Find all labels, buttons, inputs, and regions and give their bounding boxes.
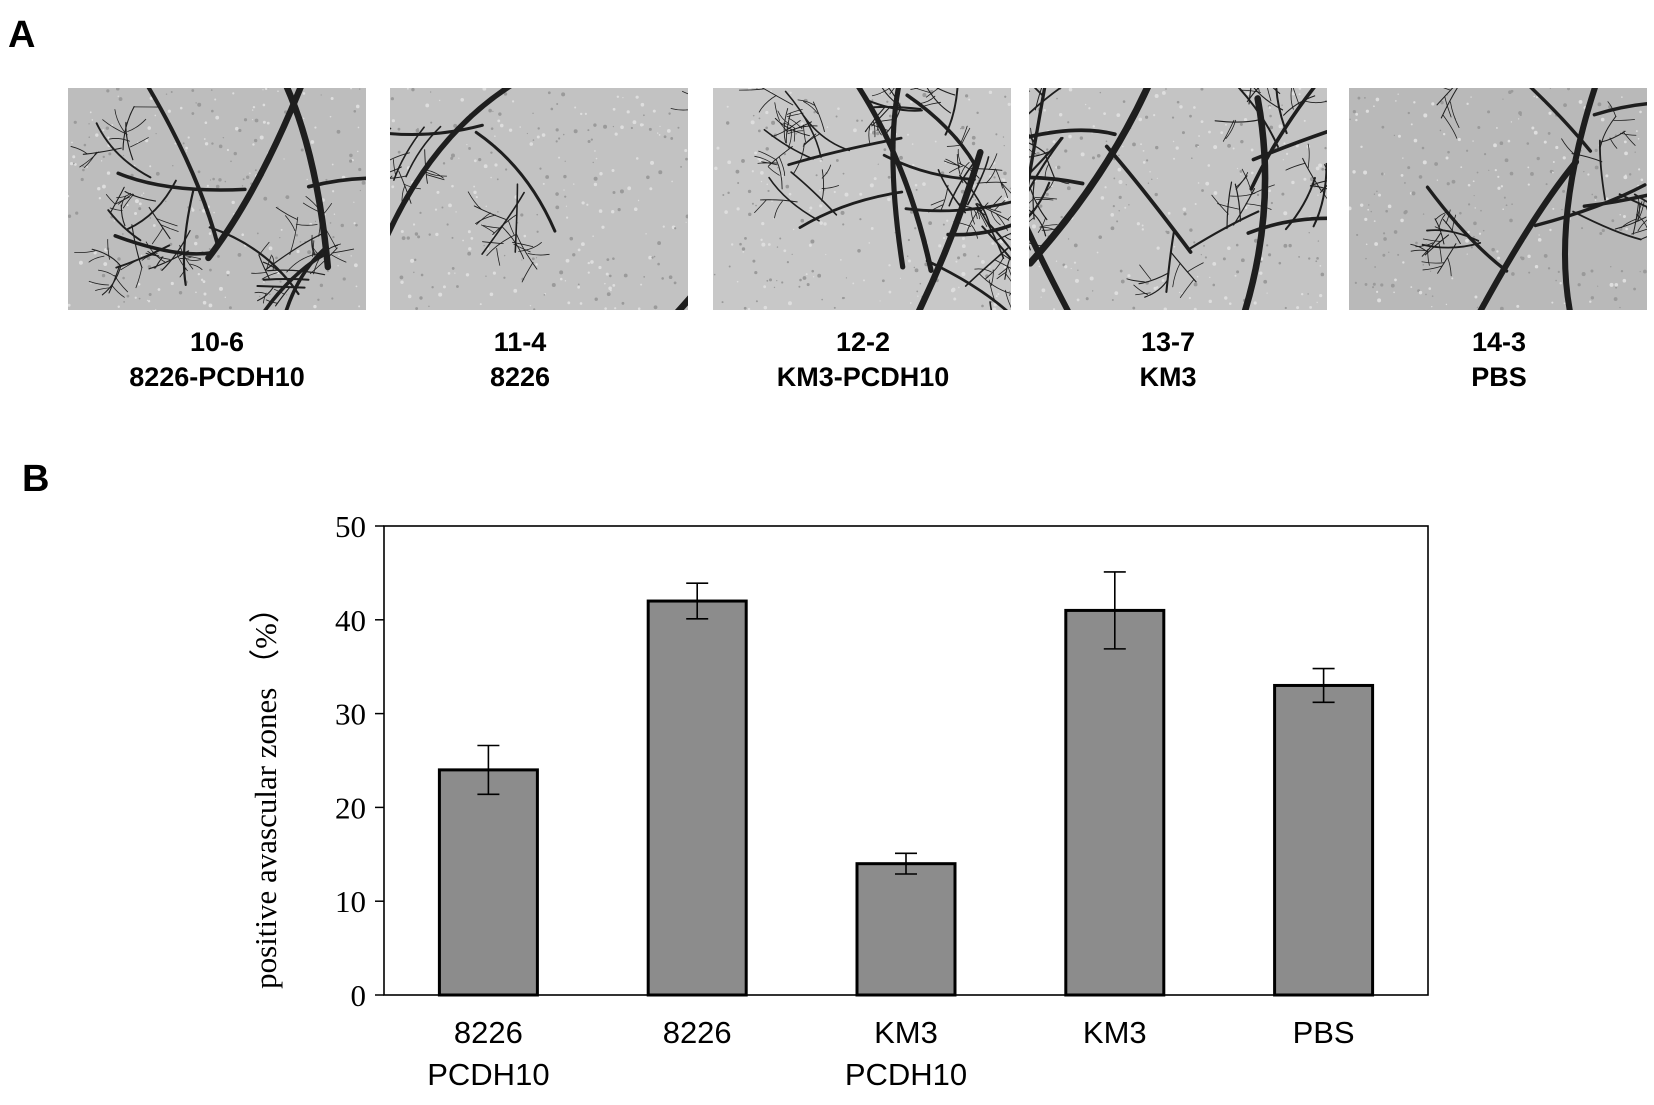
y-tick-label: 30 — [335, 697, 366, 732]
y-tick-label: 50 — [335, 509, 366, 544]
y-axis-label: positive avascular zones （%） — [248, 592, 283, 989]
x-tick-label: 8226 PCDH10 — [427, 1015, 549, 1092]
cam-image-1 — [68, 88, 366, 310]
image-caption-3: 12-2 KM3-PCDH10 — [713, 325, 1013, 395]
y-tick-label: 10 — [335, 884, 366, 919]
image-code-5: 14-3 — [1471, 327, 1527, 357]
panel-b-label: B — [22, 458, 50, 500]
image-group-4: KM3 — [1139, 362, 1197, 392]
image-caption-2: 11-4 8226 — [370, 325, 670, 395]
x-tick-label: KM3 PCDH10 — [845, 1015, 967, 1092]
image-caption-1: 10-6 8226-PCDH10 — [67, 325, 367, 395]
image-group-3: KM3-PCDH10 — [776, 362, 950, 392]
image-code-4: 13-7 — [1140, 327, 1196, 357]
cam-image-2 — [390, 88, 688, 310]
y-tick-label: 0 — [351, 978, 367, 1013]
image-code-3: 12-2 — [835, 327, 891, 357]
cam-image-4 — [1029, 88, 1327, 310]
image-code-1: 10-6 — [189, 327, 245, 357]
panel-a-label: A — [8, 14, 36, 56]
x-tick-label: 8226 — [663, 1015, 732, 1050]
x-tick-label: KM3 — [1083, 1015, 1147, 1050]
bar — [1064, 608, 1166, 997]
image-group-2: 8226 — [489, 362, 551, 392]
y-tick-label: 40 — [335, 603, 366, 638]
y-tick-label: 20 — [335, 790, 366, 825]
image-caption-5: 14-3 PBS — [1349, 325, 1649, 395]
cam-image-3 — [713, 88, 1011, 310]
image-code-2: 11-4 — [493, 327, 547, 357]
image-caption-4: 13-7 KM3 — [1018, 325, 1318, 395]
bar — [646, 599, 748, 997]
bar — [855, 862, 957, 997]
cam-image-5 — [1349, 88, 1647, 310]
image-group-1: 8226-PCDH10 — [129, 362, 305, 392]
image-group-5: PBS — [1471, 362, 1527, 392]
bar — [1273, 683, 1375, 997]
bar — [437, 768, 539, 997]
x-tick-label: PBS — [1293, 1015, 1355, 1050]
